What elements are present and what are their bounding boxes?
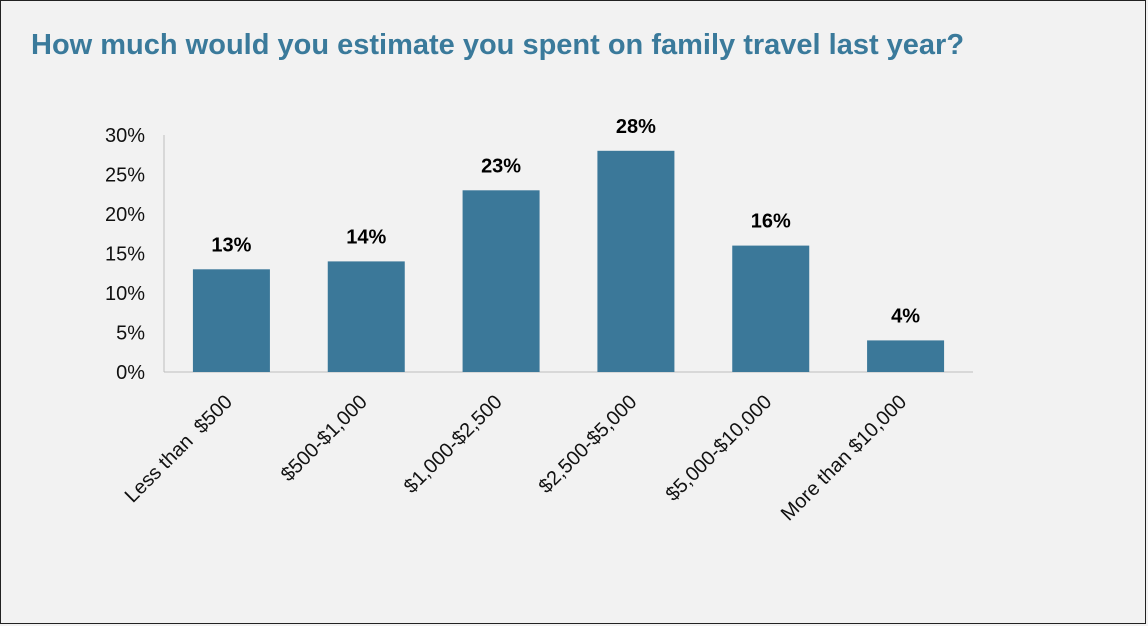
bar: [597, 150, 675, 372]
data-label: 14%: [346, 226, 386, 248]
category-label: $1,000-$2,500: [400, 391, 507, 498]
bar: [192, 269, 270, 372]
category-label: $500-$1,000: [277, 391, 372, 486]
data-label: 28%: [616, 116, 656, 138]
y-tick-label: 15%: [105, 244, 145, 266]
chart-title: How much would you estimate you spent on…: [31, 29, 965, 61]
y-tick-label: 25%: [105, 165, 145, 187]
bar: [327, 261, 405, 372]
data-label: 16%: [751, 211, 791, 233]
y-tick-label: 20%: [105, 204, 145, 226]
data-label: 4%: [891, 305, 920, 327]
bar: [732, 245, 810, 372]
category-label: $5,000-$10,000: [662, 391, 777, 506]
y-tick-label: 5%: [116, 323, 145, 345]
category-label: More than $10,000: [777, 391, 911, 525]
data-label: 23%: [481, 155, 521, 177]
y-tick-label: 30%: [105, 125, 145, 147]
y-tick-label: 10%: [105, 283, 145, 305]
bar: [462, 190, 540, 372]
y-tick-label: 0%: [116, 362, 145, 384]
data-label: 13%: [211, 234, 251, 256]
category-label: Less than $500: [121, 391, 237, 507]
category-label: $2,500-$5,000: [535, 391, 642, 498]
bar: [867, 340, 945, 372]
